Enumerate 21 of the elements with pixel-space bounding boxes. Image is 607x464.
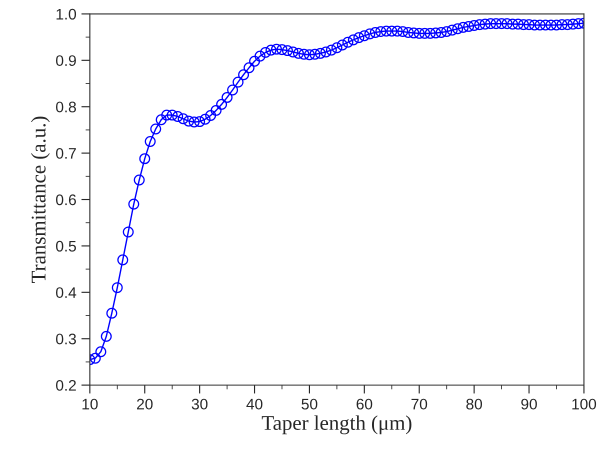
y-tick-label: 1.0 bbox=[56, 8, 76, 20]
y-tick-label: 0.6 bbox=[56, 194, 76, 206]
x-tick-label: 100 bbox=[572, 398, 596, 410]
x-tick-label: 60 bbox=[356, 398, 372, 410]
x-tick-label: 20 bbox=[137, 398, 153, 410]
y-axis-title: Transmittance (a.u.) bbox=[30, 116, 50, 283]
x-tick-label: 80 bbox=[466, 398, 482, 410]
y-tick-label: 0.4 bbox=[56, 287, 76, 298]
x-tick-label: 40 bbox=[246, 398, 262, 410]
y-tick-label: 0.7 bbox=[56, 148, 76, 159]
x-tick-label: 70 bbox=[412, 398, 428, 410]
y-tick-label: 0.3 bbox=[56, 334, 76, 344]
y-tick-label: 0.9 bbox=[56, 55, 76, 66]
y-tick-label: 0.5 bbox=[56, 240, 76, 252]
y-tick-label: 0.2 bbox=[56, 380, 76, 391]
x-tick-label: 10 bbox=[82, 398, 98, 410]
x-axis-title: Taper length (μm) bbox=[262, 415, 412, 434]
y-tick-label: 0.8 bbox=[56, 102, 76, 112]
x-tick-label: 30 bbox=[192, 398, 208, 410]
x-tick-label: 50 bbox=[302, 398, 318, 410]
x-tick-label: 90 bbox=[521, 398, 537, 410]
